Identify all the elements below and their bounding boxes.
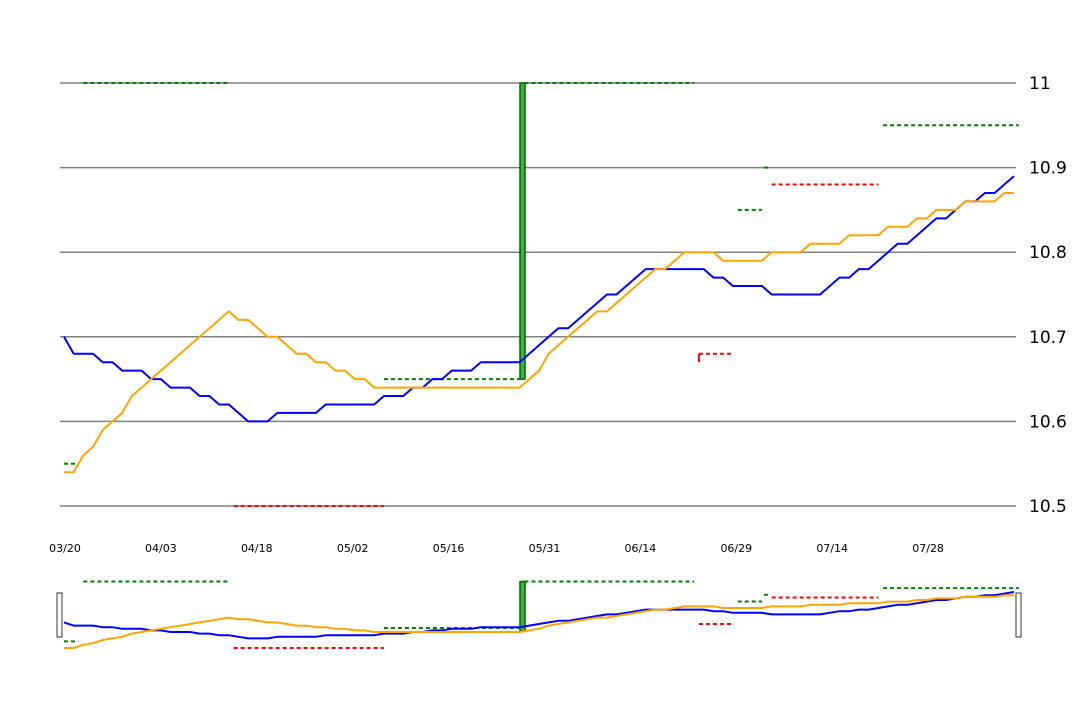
navigator-range-bar bbox=[519, 580, 526, 632]
y-tick-label: 10.5 bbox=[1029, 497, 1067, 517]
series-line-orange bbox=[64, 192, 1014, 474]
range-bar bbox=[519, 82, 526, 380]
y-tick-label: 11 bbox=[1029, 74, 1051, 94]
series-line-blue bbox=[63, 175, 1015, 423]
x-tick-label: 05/16 bbox=[433, 542, 465, 555]
navigator-right-handle[interactable] bbox=[1015, 592, 1022, 638]
x-tick-label: 03/20 bbox=[49, 542, 81, 555]
x-tick-label: 04/03 bbox=[145, 542, 177, 555]
x-tick-label: 06/14 bbox=[625, 542, 657, 555]
x-tick-label: 05/02 bbox=[337, 542, 369, 555]
x-tick-label: 04/18 bbox=[241, 542, 273, 555]
grid-lines bbox=[60, 82, 1016, 507]
x-tick-label: 05/31 bbox=[529, 542, 561, 555]
y-tick-label: 10.8 bbox=[1029, 243, 1067, 263]
y-tick-label: 10.9 bbox=[1029, 159, 1067, 179]
x-tick-label: 07/14 bbox=[816, 542, 848, 555]
navigator-overview[interactable] bbox=[56, 580, 1022, 649]
series-line-orange bbox=[64, 594, 1014, 649]
y-axis-tick-labels: 10.5 10.6 10.7 10.8 10.9 11 bbox=[1029, 74, 1067, 517]
series-line-blue bbox=[63, 591, 1015, 640]
x-axis-tick-labels: 03/20 04/03 04/18 05/02 05/16 05/31 06/14 06/29… bbox=[49, 542, 944, 555]
main-plot-area bbox=[63, 82, 1019, 507]
y-tick-label: 10.6 bbox=[1029, 412, 1067, 432]
navigator-left-handle[interactable] bbox=[56, 592, 63, 638]
y-tick-label: 10.7 bbox=[1029, 328, 1067, 348]
x-tick-label: 06/29 bbox=[720, 542, 752, 555]
x-tick-label: 07/28 bbox=[912, 542, 944, 555]
